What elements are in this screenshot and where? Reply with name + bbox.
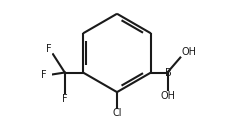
Text: B: B — [165, 68, 171, 77]
Text: F: F — [46, 44, 52, 54]
Text: F: F — [62, 95, 68, 104]
Text: OH: OH — [181, 47, 196, 57]
Text: OH: OH — [161, 91, 176, 102]
Text: Cl: Cl — [112, 109, 122, 118]
Text: F: F — [41, 70, 47, 80]
